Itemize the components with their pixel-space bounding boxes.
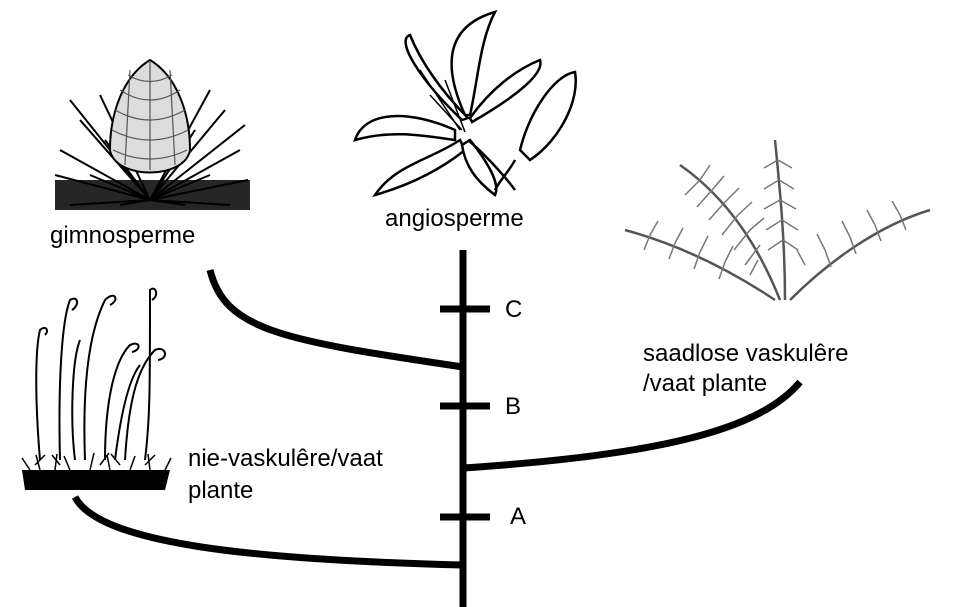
branch-gymnosperms xyxy=(206,269,464,371)
nonvascular-label-line1: nie-vaskulêre/vaat xyxy=(188,445,383,472)
lily-illustration xyxy=(353,9,578,198)
marker-a: A xyxy=(510,503,527,530)
marker-b: B xyxy=(505,393,522,420)
fern-illustration xyxy=(624,139,931,302)
marker-c: C xyxy=(505,296,523,323)
seedless-vascular-label-line2: /vaat plante xyxy=(643,370,768,397)
gymnosperms-label: gimnosperme xyxy=(50,222,196,249)
cladogram-lines xyxy=(71,250,803,607)
pine-cone-illustration xyxy=(54,55,250,210)
branch-nonvascular xyxy=(71,495,464,569)
moss-illustration xyxy=(21,287,172,490)
angiosperms-label: angiosperme xyxy=(385,205,524,232)
seedless-vascular-label-line1: saadlose vaskulêre xyxy=(643,340,849,367)
nonvascular-label-line2: plante xyxy=(188,477,254,504)
branch-seedless-vascular xyxy=(462,379,803,472)
